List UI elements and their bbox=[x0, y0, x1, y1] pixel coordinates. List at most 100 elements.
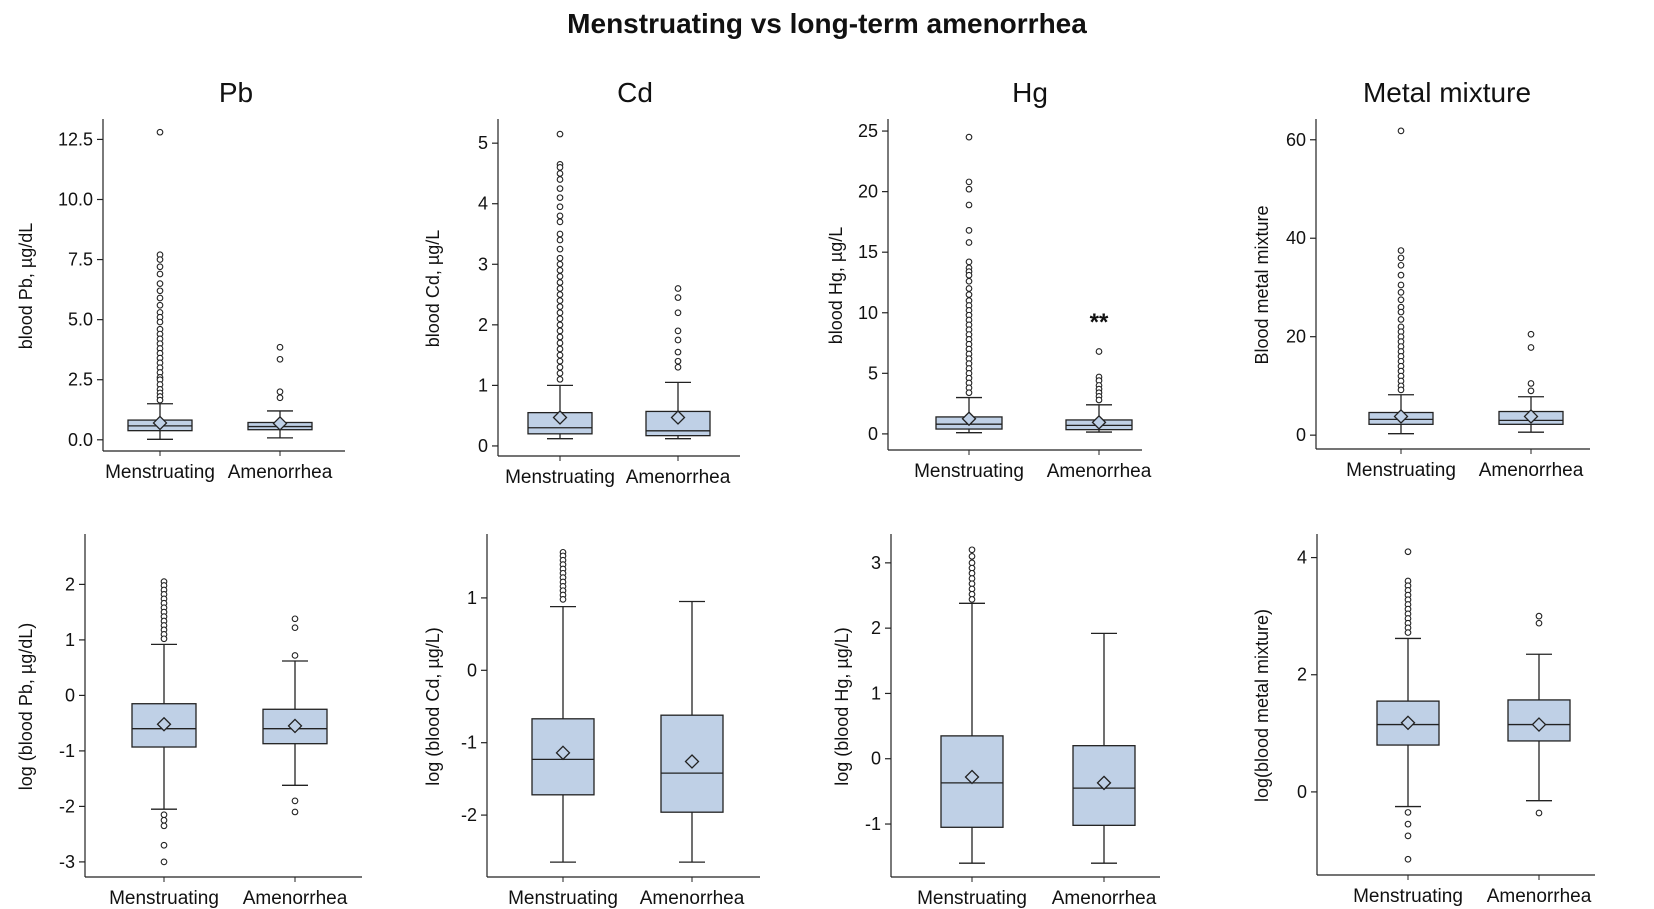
x-tick-label: Menstruating bbox=[1353, 886, 1463, 907]
outlier-point bbox=[965, 185, 973, 193]
y-axis-label: log (blood Hg, µg/L) bbox=[832, 627, 852, 785]
x-tick-label: Menstruating bbox=[508, 888, 618, 909]
y-axis-label: Blood metal mixture bbox=[1252, 205, 1272, 364]
outlier-point bbox=[556, 375, 564, 383]
y-tick-label: 0 bbox=[1296, 425, 1306, 445]
outlier-point bbox=[674, 363, 682, 371]
y-tick-label: 2.5 bbox=[68, 370, 93, 390]
outlier-point bbox=[1527, 330, 1535, 338]
y-tick-label: 3 bbox=[478, 254, 488, 274]
outlier-point bbox=[1397, 254, 1405, 262]
y-tick-label: 10 bbox=[858, 303, 878, 323]
y-tick-label: 1 bbox=[65, 630, 75, 650]
outlier-point bbox=[160, 841, 168, 849]
outlier-point bbox=[968, 546, 976, 554]
x-tick-label: Menstruating bbox=[505, 467, 615, 488]
outlier-point bbox=[156, 287, 164, 295]
outlier-point bbox=[556, 230, 564, 238]
mean-marker bbox=[670, 410, 686, 425]
outlier-point bbox=[156, 256, 164, 263]
outlier-point bbox=[1397, 296, 1405, 304]
y-tick-label: 20 bbox=[1286, 327, 1306, 347]
outlier-point bbox=[156, 318, 164, 326]
y-tick-label: 4 bbox=[478, 194, 488, 214]
panel-title: Cd bbox=[617, 77, 653, 108]
mean-marker bbox=[152, 415, 168, 431]
outlier-point bbox=[1535, 612, 1543, 620]
outlier-point bbox=[1535, 809, 1543, 817]
x-tick-label: Amenorrhea bbox=[1487, 886, 1592, 907]
outlier-point bbox=[156, 396, 164, 404]
outlier-point bbox=[156, 294, 164, 302]
outlier-point bbox=[556, 357, 564, 365]
mean-marker bbox=[1523, 409, 1539, 424]
outlier-point bbox=[1404, 820, 1412, 828]
outlier-point bbox=[556, 303, 564, 311]
outlier-point bbox=[965, 178, 973, 186]
outlier-point bbox=[156, 301, 164, 309]
y-tick-label: -3 bbox=[59, 852, 75, 872]
y-tick-label: 7.5 bbox=[68, 250, 93, 270]
outlier-point bbox=[674, 348, 682, 356]
outlier-point bbox=[556, 185, 564, 192]
y-axis-label: blood Pb, µg/dL bbox=[16, 223, 36, 349]
outlier-point bbox=[556, 273, 564, 280]
outlier-point bbox=[968, 596, 976, 603]
outlier-point bbox=[1397, 281, 1405, 289]
y-tick-label: 15 bbox=[858, 242, 878, 262]
panel-title: Hg bbox=[1012, 77, 1048, 108]
panel-title: Pb bbox=[219, 77, 253, 108]
outlier-point bbox=[1397, 261, 1405, 269]
outlier-point bbox=[556, 212, 564, 220]
y-tick-label: -1 bbox=[59, 741, 75, 761]
y-axis-label: log (blood Cd, µg/L) bbox=[423, 627, 443, 785]
outlier-point bbox=[556, 176, 564, 183]
outlier-point bbox=[1095, 396, 1103, 404]
outlier-point bbox=[674, 336, 682, 344]
outlier-point bbox=[556, 369, 564, 377]
y-axis-label: log (blood Pb, µg/dL) bbox=[16, 623, 36, 790]
mean-marker bbox=[552, 410, 568, 425]
mean-marker bbox=[1096, 775, 1112, 791]
outlier-point bbox=[1397, 308, 1405, 316]
outlier-point bbox=[556, 339, 564, 347]
outlier-point bbox=[965, 239, 973, 246]
outlier-point bbox=[1527, 344, 1535, 351]
outlier-point bbox=[965, 285, 973, 292]
outlier-point bbox=[1404, 548, 1412, 556]
x-tick-label: Amenorrhea bbox=[1047, 461, 1152, 482]
outlier-point bbox=[1404, 832, 1412, 840]
outlier-point bbox=[156, 263, 164, 271]
y-tick-label: -2 bbox=[461, 805, 477, 825]
outlier-point bbox=[276, 355, 284, 363]
outlier-point bbox=[156, 270, 164, 278]
y-tick-label: -1 bbox=[865, 814, 881, 834]
outlier-point bbox=[968, 552, 976, 560]
outlier-point bbox=[965, 389, 973, 397]
x-tick-label: Amenorrhea bbox=[228, 462, 333, 483]
outlier-point bbox=[965, 201, 973, 209]
outlier-point bbox=[556, 285, 564, 292]
mean-marker bbox=[555, 745, 571, 761]
outlier-point bbox=[556, 218, 564, 226]
x-tick-label: Amenorrhea bbox=[626, 467, 731, 488]
y-tick-label: 25 bbox=[858, 121, 878, 141]
outlier-point bbox=[556, 203, 564, 211]
outlier-point bbox=[160, 635, 168, 643]
outlier-point bbox=[965, 277, 973, 285]
outlier-point bbox=[160, 822, 168, 830]
y-tick-label: 60 bbox=[1286, 130, 1306, 150]
outlier-point bbox=[965, 271, 973, 279]
outlier-point bbox=[556, 194, 564, 202]
mean-marker bbox=[272, 416, 288, 431]
outlier-point bbox=[556, 345, 564, 353]
y-tick-label: 10.0 bbox=[58, 189, 93, 209]
outlier-point bbox=[556, 321, 564, 329]
y-tick-label: 40 bbox=[1286, 228, 1306, 248]
outlier-point bbox=[276, 343, 284, 351]
outlier-point bbox=[1095, 348, 1103, 355]
y-axis-label: blood Hg, µg/L bbox=[826, 227, 846, 344]
y-tick-label: 5 bbox=[868, 363, 878, 383]
mean-marker bbox=[964, 769, 980, 785]
